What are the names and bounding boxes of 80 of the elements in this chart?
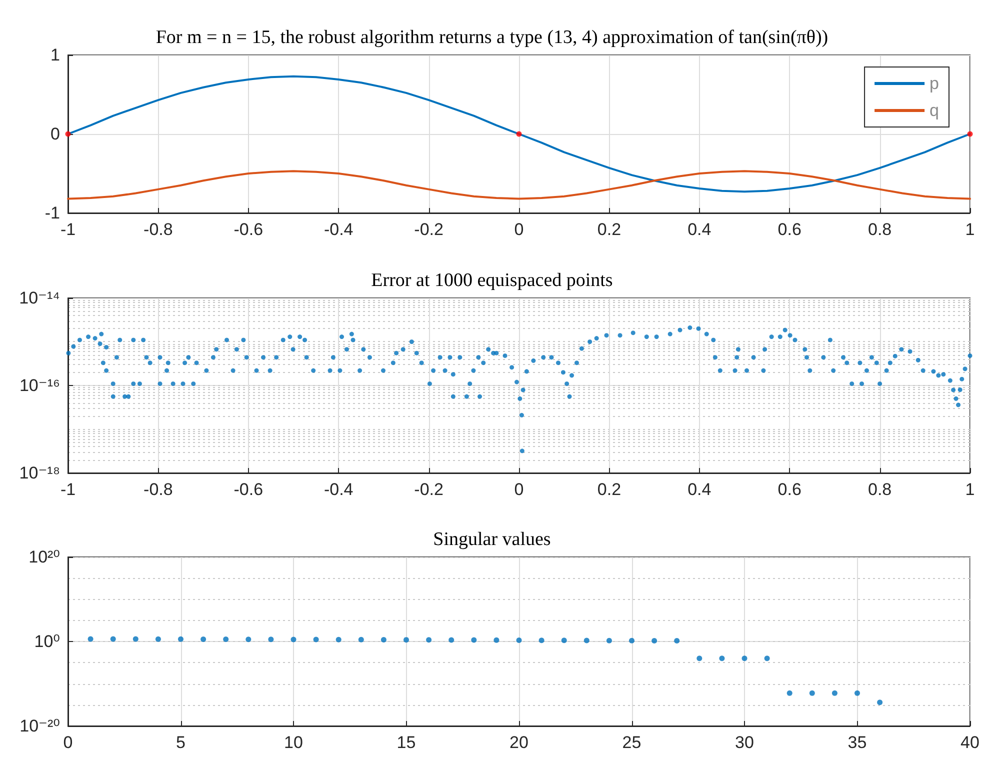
y-tick-label: 10²⁰ — [28, 548, 60, 566]
point — [380, 637, 386, 642]
legend-label: q — [930, 101, 940, 120]
x-tick-label: -0.8 — [144, 220, 173, 239]
x-tick-label: 0 — [63, 733, 73, 752]
point — [358, 636, 364, 642]
point — [88, 636, 94, 642]
y-tick-label: 10⁻¹⁸ — [19, 464, 60, 482]
point — [200, 636, 206, 642]
y-tick-label: 1 — [50, 46, 60, 64]
point — [877, 700, 883, 706]
x-tick-label: -0.4 — [324, 220, 354, 239]
x-tick-label: 35 — [848, 733, 867, 752]
point — [404, 637, 409, 643]
point — [606, 638, 612, 644]
point — [832, 690, 838, 696]
point — [110, 636, 116, 642]
point — [223, 636, 229, 642]
x-tick-label: 40 — [960, 733, 980, 752]
point — [719, 656, 725, 662]
point — [471, 637, 477, 643]
point — [538, 638, 544, 644]
point — [809, 690, 815, 696]
point — [336, 636, 342, 642]
x-tick-label: 0.2 — [597, 480, 622, 499]
point — [674, 638, 680, 644]
point — [178, 636, 184, 642]
x-tick-label: 5 — [176, 733, 186, 752]
y-tick-label: 10⁻¹⁴ — [19, 288, 60, 308]
x-tick-label: -0.6 — [234, 480, 264, 499]
point — [155, 636, 161, 642]
x-tick-label: 30 — [735, 733, 754, 752]
point — [764, 656, 770, 662]
point — [696, 656, 702, 662]
point — [426, 637, 432, 643]
x-tick-label: -0.6 — [234, 220, 264, 239]
x-tick-label: -0.4 — [324, 480, 354, 499]
x-tick-label: -0.2 — [414, 480, 444, 499]
x-tick-label: 20 — [510, 733, 528, 752]
x-tick-label: 0.6 — [778, 480, 802, 499]
point — [561, 638, 567, 644]
legend-label: p — [930, 74, 940, 93]
x-tick-label: 15 — [396, 733, 416, 752]
x-tick-label: -0.2 — [414, 220, 444, 239]
point — [584, 638, 590, 644]
point — [786, 690, 792, 696]
x-tick-label: 0.8 — [868, 480, 892, 499]
x-tick-label: 0 — [514, 220, 524, 239]
point — [448, 637, 454, 643]
x-tick-label: 0.4 — [688, 220, 712, 239]
x-tick-label: 1 — [965, 480, 975, 499]
point — [854, 690, 860, 696]
point — [494, 637, 500, 643]
point — [516, 637, 522, 643]
point — [246, 636, 252, 642]
chart-title: Singular values — [433, 529, 551, 550]
y-tick-label: 10⁻²⁰ — [20, 716, 60, 736]
x-tick-label: 0.6 — [778, 220, 802, 239]
point — [652, 638, 658, 644]
x-tick-label: 0 — [514, 480, 524, 499]
x-tick-label: 10 — [284, 733, 303, 752]
y-tick-label: 0 — [50, 124, 60, 144]
x-tick-label: 1 — [965, 220, 975, 239]
x-tick-label: 25 — [622, 733, 642, 752]
x-tick-label: 0.2 — [597, 220, 622, 239]
point — [268, 636, 274, 642]
y-tick-label: -1 — [44, 204, 60, 222]
point — [629, 638, 634, 644]
point — [742, 656, 748, 662]
point — [132, 636, 138, 642]
point — [290, 636, 296, 642]
y-tick-label: 10⁻¹⁶ — [19, 376, 60, 395]
point — [313, 636, 319, 642]
chart-title: Error at 1000 equispaced points — [371, 270, 613, 291]
x-tick-label: 0.8 — [868, 220, 892, 239]
x-tick-label: -0.8 — [144, 480, 173, 499]
y-tick-label: 10⁰ — [34, 632, 60, 651]
x-tick-label: 0.4 — [688, 480, 712, 499]
chart-title: For m = n = 15, the robust algorithm returns a type (13, 4) approximation of tan(sin(πθ)) — [156, 27, 828, 48]
line-series — [67, 170, 971, 200]
